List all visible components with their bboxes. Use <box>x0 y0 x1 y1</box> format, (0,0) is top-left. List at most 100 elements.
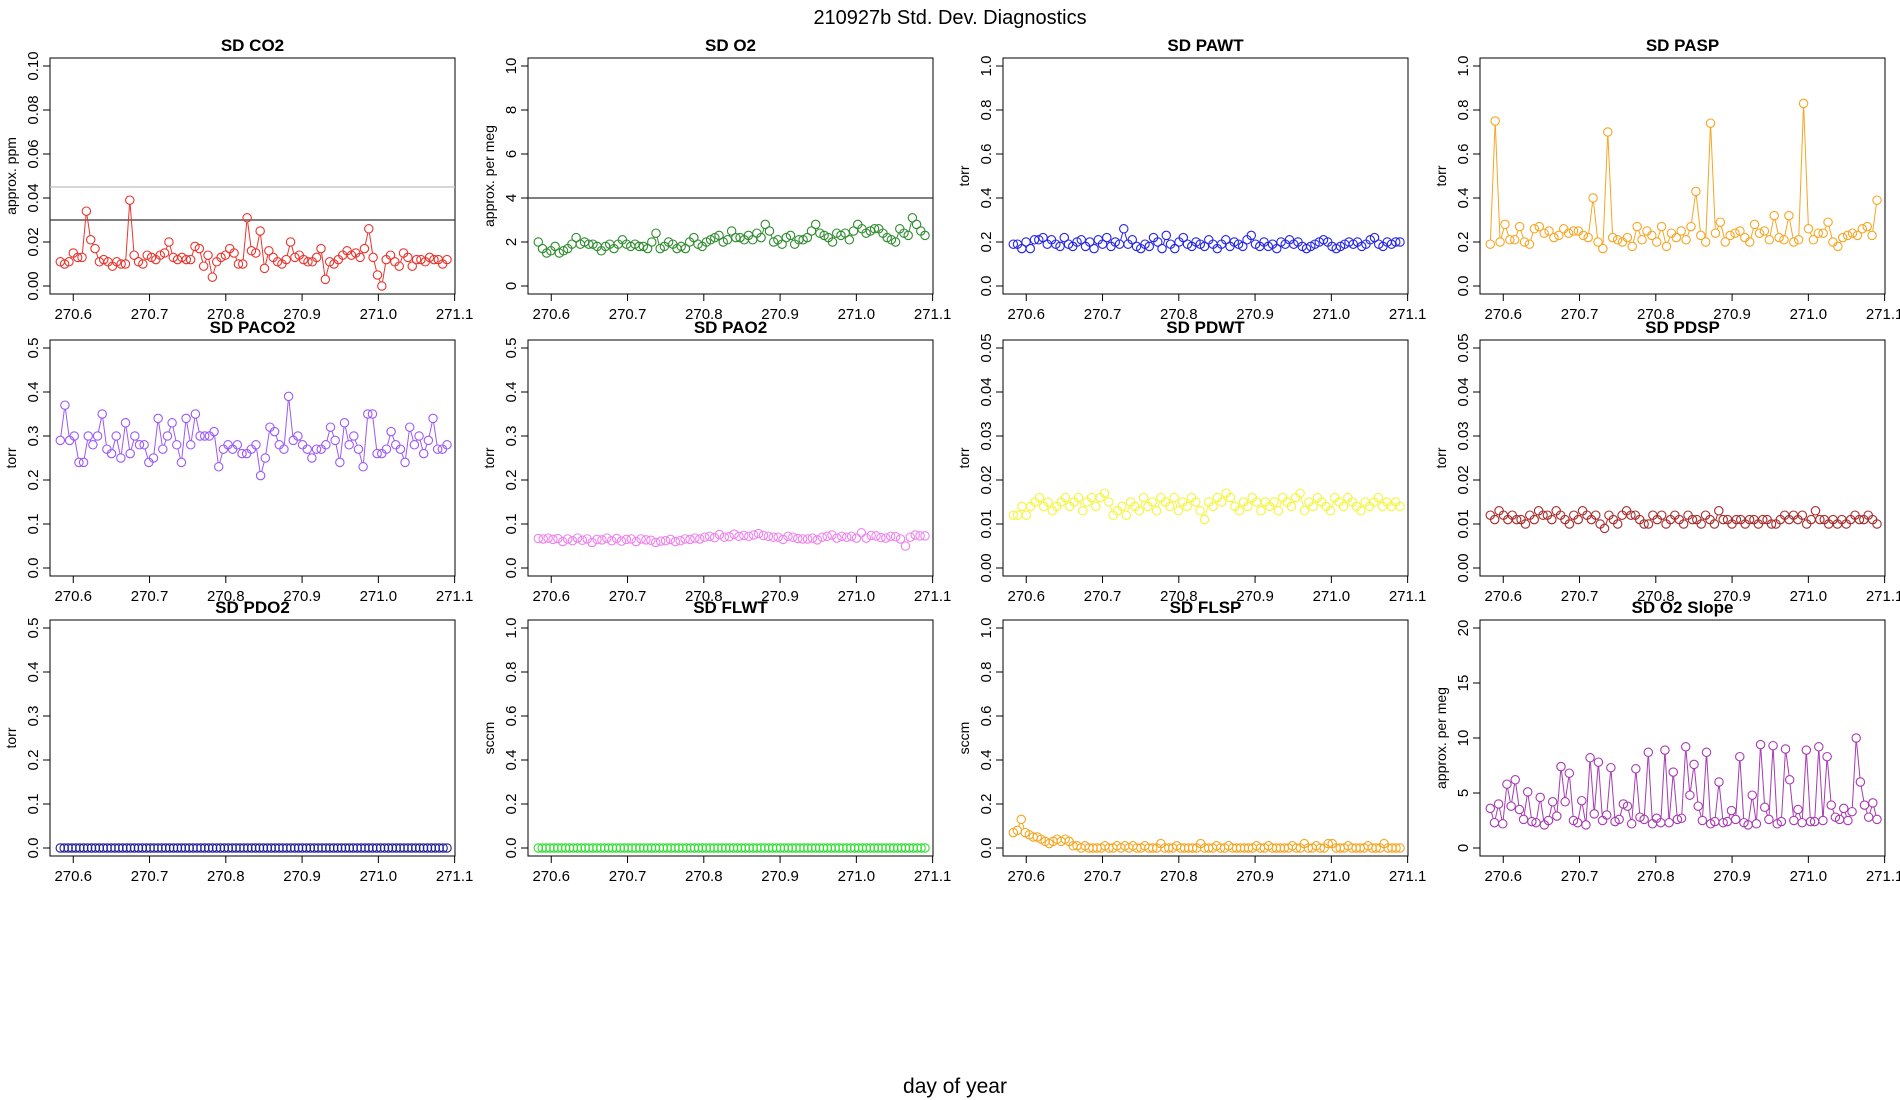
data-point <box>760 843 770 853</box>
data-point <box>533 237 544 247</box>
data-point <box>838 843 848 853</box>
data-point <box>129 250 139 260</box>
data-point <box>391 843 401 853</box>
y-tick-label: 0.4 <box>978 750 995 771</box>
data-point <box>286 843 296 853</box>
data-point <box>1170 243 1180 254</box>
data-point <box>1656 510 1667 520</box>
x-tick-label: 271.0 <box>838 868 876 885</box>
panel-sd-co2: SD CO2 0.00 0.02 0.04 0.06 0.08 0.10 270.6 270.7… <box>3 36 473 323</box>
data-point <box>564 843 575 853</box>
panel-sd-pasp: SD PASP 0.0 0.2 0.4 0.6 0.8 1.0 270.6 270.7 270.8… <box>1433 36 1900 323</box>
data-point <box>587 537 597 548</box>
data-point <box>907 213 918 223</box>
data-point <box>1299 506 1310 516</box>
series-segment <box>1756 748 1761 820</box>
data-point <box>85 235 96 245</box>
series-segment <box>186 422 191 441</box>
y-tick-label: 0.03 <box>978 421 995 450</box>
x-tick-label: 271.1 <box>1866 868 1900 885</box>
data-point <box>231 843 241 853</box>
data-point <box>1822 751 1832 762</box>
data-point <box>181 254 192 265</box>
data-point <box>1826 800 1837 810</box>
data-point <box>298 254 309 265</box>
data-point <box>325 843 335 853</box>
data-point <box>243 843 253 853</box>
data-point <box>1338 501 1349 512</box>
data-point <box>1554 230 1564 241</box>
data-point <box>1647 230 1657 241</box>
x-tick-label: 270.7 <box>131 306 169 323</box>
series-segment <box>321 252 326 276</box>
data-point <box>1872 814 1882 825</box>
x-tick-label: 270.8 <box>1160 588 1198 605</box>
data-point <box>1854 514 1865 525</box>
data-point <box>567 535 578 546</box>
series-segment <box>392 435 395 442</box>
series-segment <box>1520 230 1524 239</box>
series-segment <box>265 254 269 265</box>
data-point <box>680 534 690 544</box>
series-segment <box>1079 501 1082 507</box>
data-point <box>837 531 847 542</box>
panel-title: SD PAWT <box>1167 36 1244 55</box>
data-point <box>881 533 891 543</box>
series-segment <box>1865 808 1868 814</box>
series-segment <box>1657 230 1661 239</box>
data-point <box>78 843 89 853</box>
data-point <box>1547 514 1557 525</box>
data-point <box>1685 790 1695 800</box>
data-point <box>1740 232 1750 243</box>
data-point <box>133 843 144 853</box>
plot-frame <box>49 57 456 295</box>
data-point <box>777 239 787 249</box>
data-point <box>77 252 87 263</box>
data-point <box>1505 235 1515 245</box>
y-tick-label: 0.8 <box>978 100 995 121</box>
series-segment <box>1660 754 1666 819</box>
series-segment <box>1824 225 1827 230</box>
x-tick-label: 271.0 <box>838 306 876 323</box>
data-point <box>180 843 191 853</box>
data-point <box>650 843 661 853</box>
data-point <box>1599 523 1610 534</box>
data-point <box>1500 219 1510 230</box>
data-point <box>670 843 680 853</box>
data-point <box>134 440 145 450</box>
data-point <box>372 448 382 459</box>
data-point <box>1735 751 1745 762</box>
data-point <box>129 843 140 853</box>
data-point <box>1395 501 1405 512</box>
x-tick-label: 270.7 <box>1084 306 1122 323</box>
data-point <box>758 530 769 541</box>
data-point <box>133 257 144 267</box>
data-point <box>1539 228 1549 238</box>
data-point <box>1774 232 1784 243</box>
series-segment <box>1204 505 1209 516</box>
data-point <box>571 232 581 243</box>
y-tick-label: 1.0 <box>1455 56 1472 77</box>
data-point <box>1199 241 1210 252</box>
data-point <box>1764 235 1775 245</box>
data-point <box>285 237 296 247</box>
data-point <box>74 457 84 468</box>
y-tick-label: 0.02 <box>978 465 995 494</box>
data-point <box>1808 235 1819 245</box>
data-point <box>1369 232 1380 243</box>
data-point <box>1671 232 1682 243</box>
data-point <box>142 250 152 260</box>
data-point <box>321 843 331 853</box>
data-point <box>176 457 187 468</box>
y-tick-label: 1.0 <box>503 618 520 639</box>
data-point <box>817 532 827 542</box>
data-point <box>386 426 396 437</box>
data-point <box>753 528 764 539</box>
data-point <box>1632 221 1642 232</box>
y-tick-label: 0.00 <box>1455 553 1472 582</box>
data-point <box>627 843 637 853</box>
data-point <box>1660 745 1670 755</box>
data-point <box>269 426 280 437</box>
data-point <box>654 843 665 853</box>
data-point <box>1560 797 1570 807</box>
